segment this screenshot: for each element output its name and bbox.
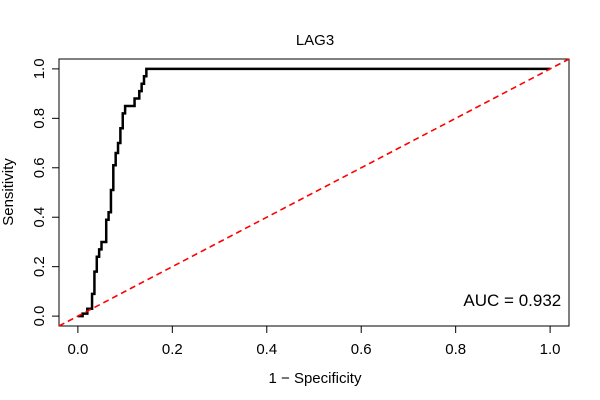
series-layer <box>58 58 570 327</box>
y-axis-title: Sensitivity <box>0 158 17 226</box>
x-tick-label: 1.0 <box>540 341 561 358</box>
y-tick-label: 0.6 <box>31 157 48 178</box>
annotation-layer: AUC = 0.932 <box>463 291 561 310</box>
y-tick-label: 0.0 <box>31 306 48 327</box>
x-axis-title: 1 − Specificity <box>269 370 362 387</box>
y-axis: 0.0 0.2 0.4 0.6 0.8 1.0 <box>31 58 60 327</box>
x-tick-label: 0.6 <box>351 341 372 358</box>
x-tick-label: 0.4 <box>256 341 277 358</box>
chance-diagonal-line <box>58 58 570 327</box>
y-tick-label: 1.0 <box>31 58 48 79</box>
y-tick-label: 0.8 <box>31 108 48 129</box>
x-tick-label: 0.0 <box>67 341 88 358</box>
x-tick-label: 0.8 <box>445 341 466 358</box>
roc-curve-line <box>77 67 551 318</box>
y-tick-label: 0.4 <box>31 207 48 228</box>
y-tick-label: 0.2 <box>31 256 48 277</box>
x-axis: 0.0 0.2 0.4 0.6 0.8 1.0 <box>67 325 561 358</box>
auc-annotation: AUC = 0.932 <box>463 291 561 310</box>
x-tick-label: 0.2 <box>162 341 183 358</box>
chart-title: LAG3 <box>296 32 334 49</box>
